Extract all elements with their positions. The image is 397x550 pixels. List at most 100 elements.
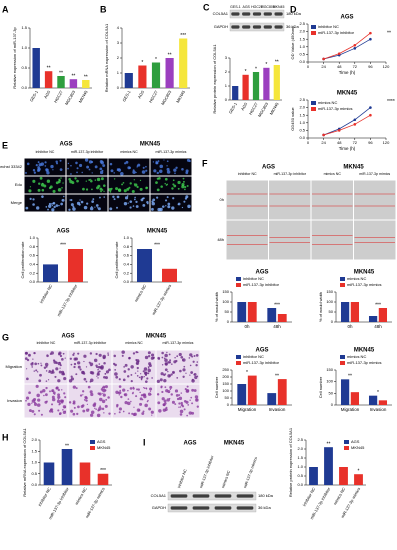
band: [170, 494, 188, 498]
cell: [147, 399, 149, 402]
cell: [54, 375, 57, 379]
cell: [67, 167, 69, 170]
cell: [48, 370, 51, 373]
cell: [41, 182, 44, 185]
point: [337, 129, 341, 132]
x-tick-label: 24: [321, 140, 326, 145]
column-label: miR-137-3p inhibitor: [274, 172, 307, 176]
cell: [122, 410, 125, 413]
legend-swatch: [344, 446, 349, 450]
cell: [164, 353, 168, 358]
y-axis-label: OD450 value: [290, 107, 295, 131]
cell: [189, 399, 191, 401]
cell: [191, 402, 194, 405]
row-label: Edu: [15, 182, 22, 187]
cell: [166, 165, 168, 167]
cell: [86, 165, 90, 169]
significance: ***: [100, 468, 106, 474]
cell: [145, 388, 148, 390]
cell: [37, 398, 41, 402]
bar: [232, 86, 239, 100]
cell: [166, 160, 169, 163]
x-tick-label: 0h: [244, 324, 250, 329]
cell: [51, 389, 55, 393]
cell: [105, 370, 110, 374]
cell: [139, 402, 143, 406]
cell: [99, 170, 104, 175]
cell: [98, 363, 101, 365]
cell: [135, 171, 137, 174]
chart-title: AGS: [340, 15, 353, 21]
cell: [112, 362, 116, 365]
column-label: mimics NC: [324, 172, 342, 176]
cell: [110, 187, 113, 190]
cell: [76, 201, 81, 205]
cell: [76, 167, 79, 170]
y-axis-label: Relative mRNA expression of COL5A1: [22, 427, 27, 496]
cell: [28, 354, 30, 356]
y-tick-label: 150: [222, 381, 229, 386]
cell: [141, 399, 144, 401]
cell: [37, 161, 40, 164]
x-tick-label: AGS: [240, 101, 249, 111]
cell: [83, 205, 88, 210]
cell: [59, 159, 62, 162]
cell: [109, 191, 112, 193]
cell: [178, 396, 183, 401]
band: [192, 494, 210, 498]
series-line: [323, 38, 371, 60]
cell: [156, 379, 160, 384]
bar: [378, 308, 388, 322]
cell: [31, 402, 33, 404]
x-tick-label: miR-137-3p inhibitor: [56, 283, 79, 317]
significance: *: [377, 390, 379, 396]
cell: [177, 187, 180, 190]
cell: [121, 183, 124, 186]
x-tick-label: 48: [337, 64, 342, 69]
cell: [128, 186, 131, 189]
cell: [163, 357, 166, 360]
x-tick-label: MKN45: [175, 89, 186, 104]
cell: [57, 393, 61, 397]
x-tick-label: Migration: [238, 407, 257, 412]
micrograph: [108, 194, 150, 212]
cell: [180, 355, 184, 359]
cell: [183, 365, 186, 368]
bar: [44, 71, 53, 88]
y-axis-label: Cell proliferation rate: [114, 241, 119, 279]
y-tick-label: 2.0: [31, 437, 37, 442]
cell: [59, 354, 63, 358]
y-tick-label: 1: [117, 70, 120, 75]
y-tick-label: 100: [326, 379, 333, 384]
cell: [52, 189, 56, 193]
cell: [194, 395, 199, 399]
bar: [61, 449, 73, 485]
cell: [104, 404, 108, 408]
cell: [36, 393, 40, 398]
cell: [40, 362, 42, 364]
significance: **: [84, 74, 88, 80]
cell: [45, 168, 49, 172]
cell: [63, 392, 66, 395]
y-tick-label: 1.5: [31, 448, 37, 453]
cell: [181, 358, 184, 361]
cell: [157, 160, 160, 163]
legend-label: miR-137-3p inhibitor: [318, 30, 355, 35]
cell: [182, 180, 185, 183]
cell: [122, 181, 125, 184]
cell: [51, 395, 55, 399]
cell: [75, 373, 78, 376]
cell: [96, 413, 101, 418]
y-tick-label: 0.0: [123, 279, 129, 284]
cell: [173, 168, 177, 172]
point: [369, 31, 372, 35]
cell: [182, 177, 185, 180]
cell: [89, 380, 92, 383]
cell: [100, 366, 104, 370]
cell: [177, 203, 179, 206]
legend-swatch: [236, 283, 241, 287]
cell: [173, 184, 177, 188]
cell: [102, 184, 106, 187]
cell: [125, 160, 129, 164]
y-tick-label: 150: [326, 367, 333, 372]
